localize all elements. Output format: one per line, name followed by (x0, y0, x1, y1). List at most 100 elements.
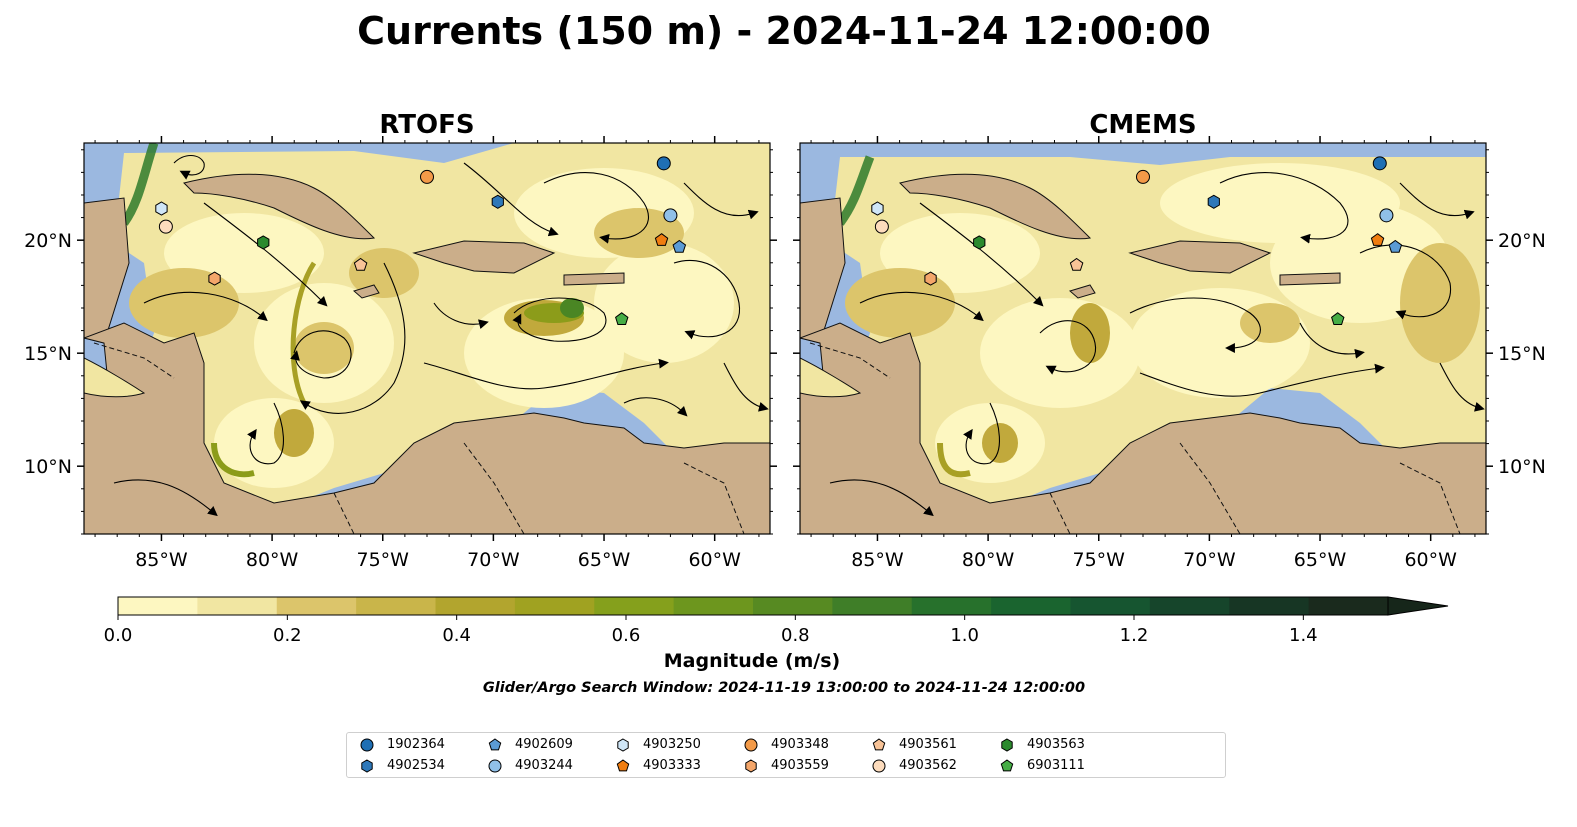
legend-marker-icon (1001, 738, 1013, 752)
latitude-tick-label: 10°N (24, 456, 72, 478)
float-markers (871, 156, 1403, 325)
colorbar-segment (1308, 597, 1389, 615)
latitude-tick-label: 20°N (24, 230, 72, 252)
float-marker-4903562 (874, 219, 889, 234)
legend-marker-4902609 (488, 738, 502, 751)
panel-title-cmems: CMEMS (1089, 110, 1196, 140)
land-areas (84, 173, 770, 534)
legend-marker-4903244 (488, 759, 502, 773)
map-panel-cmems: CMEMS (793, 110, 1546, 571)
float-marker-4903333 (1370, 233, 1385, 246)
float-marker-4903244 (663, 208, 678, 223)
longitude-tick-label: 75°W (1073, 549, 1126, 571)
longitude-tick-label: 65°W (578, 549, 631, 571)
float-markers (155, 156, 687, 325)
colorbar-segment (991, 597, 1071, 615)
legend-marker-4903250 (617, 738, 629, 752)
colorbar-segment (753, 597, 833, 615)
legend-marker-icon (617, 738, 629, 752)
longitude-tick-label: 85°W (135, 549, 188, 571)
float-marker-6903111 (1331, 312, 1345, 325)
colorbar-tick-label: 1.0 (950, 625, 979, 646)
country-borders (93, 342, 745, 534)
legend-marker-4903348 (744, 738, 758, 752)
longitude-tick-label: 60°W (1404, 549, 1457, 571)
country-borders (809, 342, 1461, 534)
legend-label: 1902364 (387, 737, 445, 752)
legend-label: 4902609 (515, 737, 573, 752)
colorbar-segment (118, 597, 198, 615)
float-marker-4903250 (871, 201, 884, 216)
colorbar: 0.0 0.2 0.4 0.6 0.8 1.0 1.2 1.4 (104, 596, 1449, 646)
legend-marker-4903561 (872, 738, 886, 751)
legend-label: 4903348 (771, 737, 829, 752)
colorbar-segment (276, 597, 357, 615)
longitude-tick-label: 85°W (851, 549, 904, 571)
colorbar-tick-label: 0.6 (612, 625, 641, 646)
float-marker-4903563 (257, 235, 270, 250)
search-window-caption: Glider/Argo Search Window: 2024-11-19 13… (483, 680, 1085, 696)
legend-marker-1902364 (360, 738, 374, 752)
latitude-tick-label: 15°N (1498, 343, 1546, 365)
float-marker-4903333 (654, 233, 669, 246)
streamlines (113, 154, 769, 517)
legend-marker-icon (360, 738, 374, 752)
colorbar-segment (673, 597, 754, 615)
float-marker-6903111 (615, 312, 629, 325)
colorbar-tick-label: 0.2 (273, 625, 302, 646)
colorbar-segment (832, 597, 913, 615)
float-marker-4902609 (1388, 239, 1403, 253)
colorbar-segment (1070, 597, 1151, 615)
land-areas (800, 173, 1486, 534)
float-marker-4902534 (1207, 194, 1220, 209)
float-marker-1902364 (1372, 156, 1387, 171)
float-marker-4903559 (208, 271, 221, 286)
float-legend: 1902364 4902534 4902609 4903244 4903250 49033… (346, 732, 1226, 778)
colorbar-tick-label: 1.2 (1120, 625, 1149, 646)
legend-marker-icon (744, 738, 758, 752)
legend-marker-4903563 (1001, 738, 1013, 752)
float-marker-4903559 (924, 271, 937, 286)
streamlines (829, 172, 1485, 517)
legend-label: 4903561 (899, 737, 957, 752)
legend-marker-icon (1000, 759, 1014, 772)
float-marker-4903561 (353, 257, 368, 271)
colorbar-extend-arrow (1387, 596, 1449, 616)
colorbar-segment (435, 597, 516, 615)
legend-label: 4903559 (771, 758, 829, 773)
float-marker-4903561 (1069, 257, 1084, 271)
colorbar-segment (1229, 597, 1310, 615)
float-marker-4902534 (491, 194, 504, 209)
legend-label: 4903562 (899, 758, 957, 773)
longitude-tick-label: 70°W (1183, 549, 1236, 571)
colorbar-tick-label: 0.4 (442, 625, 471, 646)
colorbar-segment (594, 597, 675, 615)
longitude-tick-label: 70°W (467, 549, 520, 571)
axis-ticks: 85°W 80°W 75°W 70°W 65°W 60°W 20°N 15°N 10°N (793, 136, 1546, 571)
float-marker-4903563 (973, 235, 986, 250)
legend-marker-6903111 (1000, 759, 1014, 772)
legend-marker-4903559 (745, 759, 757, 773)
colorbar-segment (1149, 597, 1230, 615)
legend-label: 4902534 (387, 758, 445, 773)
longitude-tick-label: 75°W (357, 549, 410, 571)
colorbar-segment (356, 597, 436, 615)
legend-label: 4903250 (643, 737, 701, 752)
float-marker-4903244 (1379, 208, 1394, 223)
legend-label: 4903244 (515, 758, 573, 773)
float-marker-4903348 (1136, 169, 1150, 184)
legend-marker-icon (872, 738, 886, 751)
float-marker-4903562 (158, 219, 173, 234)
panel-title-rtofs: RTOFS (379, 110, 474, 140)
longitude-tick-label: 60°W (688, 549, 741, 571)
legend-marker-4902534 (361, 759, 373, 773)
longitude-tick-label: 65°W (1294, 549, 1347, 571)
axis-ticks: 85°W 80°W 75°W 70°W 65°W 60°W 20°N 15°N 10°N (24, 136, 777, 571)
colorbar-tick-label: 1.4 (1289, 625, 1318, 646)
colorbar-segment (514, 597, 595, 615)
latitude-tick-label: 20°N (1498, 230, 1546, 252)
legend-marker-icon (488, 738, 502, 751)
longitude-tick-label: 80°W (962, 549, 1015, 571)
latitude-tick-label: 10°N (1498, 456, 1546, 478)
legend-marker-icon (488, 759, 502, 773)
